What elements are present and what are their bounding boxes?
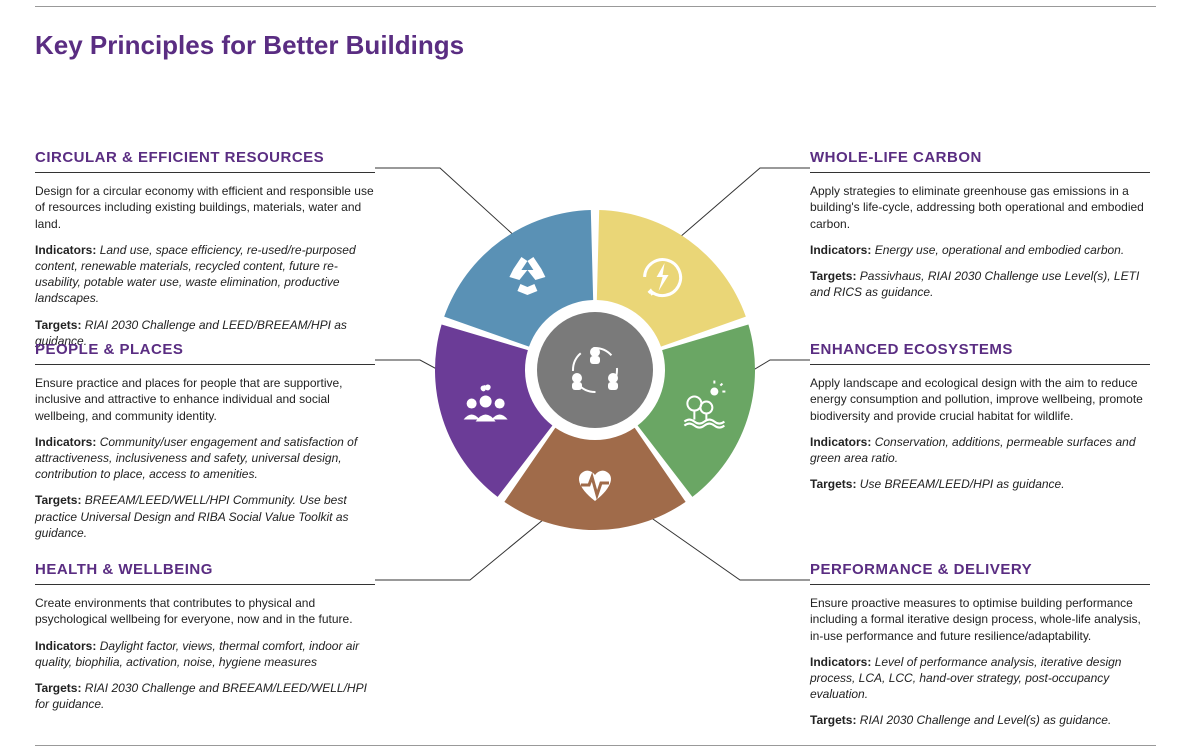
section-indicators-circular: Indicators: Land use, space efficiency, … <box>35 242 375 307</box>
section-targets-health: Targets: RIAI 2030 Challenge and BREEAM/… <box>35 680 375 712</box>
section-body-circular: Design for a circular economy with effic… <box>35 183 375 232</box>
section-body-carbon: Apply strategies to eliminate greenhouse… <box>810 183 1150 232</box>
section-heading-health: HEALTH & WELLBEING <box>35 560 375 585</box>
section-indicators-carbon: Indicators: Energy use, operational and … <box>810 242 1150 258</box>
section-indicators-ecosystems: Indicators: Conservation, additions, per… <box>810 434 1150 466</box>
section-targets-carbon: Targets: Passivhaus, RIAI 2030 Challenge… <box>810 268 1150 300</box>
section-indicators-performance: Indicators: Level of performance analysi… <box>810 654 1150 703</box>
section-ecosystems: ENHANCED ECOSYSTEMS Apply landscape and … <box>810 340 1150 514</box>
section-carbon: WHOLE-LIFE CARBON Apply strategies to el… <box>810 148 1150 322</box>
page-title: Key Principles for Better Buildings <box>35 30 464 61</box>
section-heading-performance: PERFORMANCE & DELIVERY <box>810 560 1150 585</box>
section-heading-circular: CIRCULAR & EFFICIENT RESOURCES <box>35 148 375 173</box>
wheel-center <box>537 312 653 428</box>
section-people: PEOPLE & PLACES Ensure practice and plac… <box>35 340 375 563</box>
section-heading-carbon: WHOLE-LIFE CARBON <box>810 148 1150 173</box>
section-targets-performance: Targets: RIAI 2030 Challenge and Level(s… <box>810 712 1150 728</box>
section-performance: PERFORMANCE & DELIVERY Ensure proactive … <box>810 560 1150 751</box>
section-body-people: Ensure practice and places for people th… <box>35 375 375 424</box>
section-indicators-health: Indicators: Daylight factor, views, ther… <box>35 638 375 670</box>
section-body-health: Create environments that contributes to … <box>35 595 375 627</box>
section-body-performance: Ensure proactive measures to optimise bu… <box>810 595 1150 644</box>
section-targets-people: Targets: BREEAM/LEED/WELL/HPI Community.… <box>35 492 375 541</box>
section-heading-people: PEOPLE & PLACES <box>35 340 375 365</box>
principles-wheel <box>435 210 755 530</box>
section-targets-ecosystems: Targets: Use BREEAM/LEED/HPI as guidance… <box>810 476 1150 492</box>
section-indicators-people: Indicators: Community/user engagement an… <box>35 434 375 483</box>
section-health: HEALTH & WELLBEING Create environments t… <box>35 560 375 734</box>
section-circular: CIRCULAR & EFFICIENT RESOURCES Design fo… <box>35 148 375 371</box>
section-body-ecosystems: Apply landscape and ecological design wi… <box>810 375 1150 424</box>
top-rule <box>35 6 1156 7</box>
section-heading-ecosystems: ENHANCED ECOSYSTEMS <box>810 340 1150 365</box>
